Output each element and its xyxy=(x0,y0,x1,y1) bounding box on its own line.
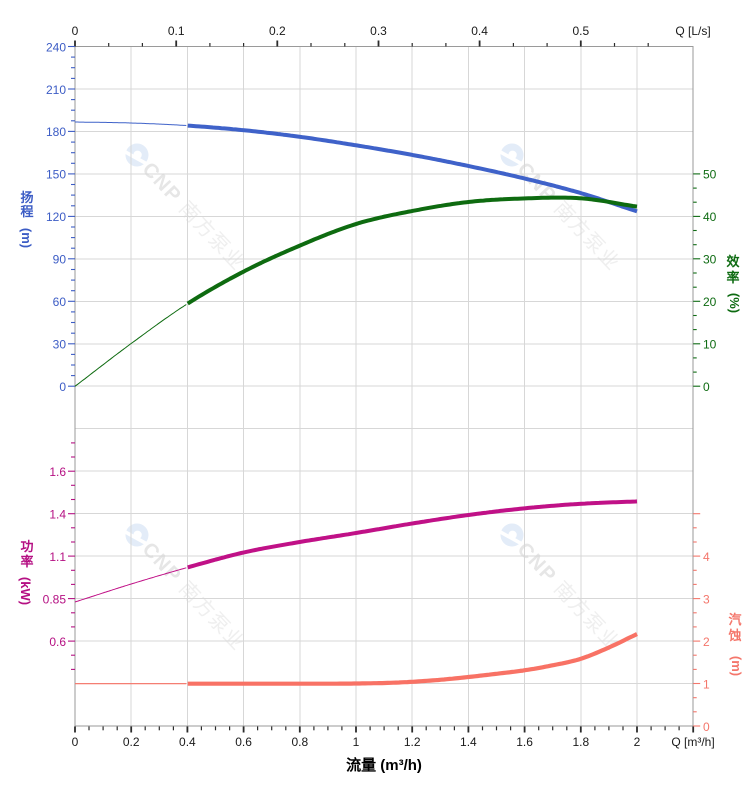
svg-text:流量 (m³/h): 流量 (m³/h) xyxy=(346,756,422,774)
svg-text:(%): (%) xyxy=(727,293,742,313)
svg-text:150: 150 xyxy=(46,168,66,182)
svg-text:程: 程 xyxy=(20,204,33,219)
svg-text:0: 0 xyxy=(59,380,66,394)
svg-text:4: 4 xyxy=(703,550,710,564)
svg-text:0.4: 0.4 xyxy=(179,735,196,749)
svg-text:(kW): (kW) xyxy=(18,577,33,605)
svg-text:0.85: 0.85 xyxy=(43,592,67,606)
svg-text:(m): (m) xyxy=(729,656,744,676)
svg-text:率: 率 xyxy=(20,554,33,569)
svg-text:0: 0 xyxy=(703,380,710,394)
svg-text:Q [m³/h]: Q [m³/h] xyxy=(671,735,714,749)
svg-text:0.2: 0.2 xyxy=(123,735,140,749)
svg-text:汽: 汽 xyxy=(728,612,741,627)
svg-text:90: 90 xyxy=(53,253,67,267)
svg-text:功: 功 xyxy=(20,539,33,554)
svg-text:0.6: 0.6 xyxy=(49,635,66,649)
svg-text:1.6: 1.6 xyxy=(516,735,533,749)
svg-text:1.6: 1.6 xyxy=(49,465,66,479)
svg-text:10: 10 xyxy=(703,338,717,352)
svg-text:0.4: 0.4 xyxy=(471,24,488,38)
svg-text:1.2: 1.2 xyxy=(404,735,421,749)
svg-text:0.1: 0.1 xyxy=(168,24,185,38)
svg-text:40: 40 xyxy=(703,210,717,224)
svg-text:0.6: 0.6 xyxy=(235,735,252,749)
svg-text:率: 率 xyxy=(726,270,739,285)
svg-text:3: 3 xyxy=(703,592,710,606)
svg-text:30: 30 xyxy=(703,253,717,267)
svg-text:0.8: 0.8 xyxy=(291,735,308,749)
svg-text:1.4: 1.4 xyxy=(460,735,477,749)
svg-text:50: 50 xyxy=(703,168,717,182)
svg-text:0: 0 xyxy=(72,24,79,38)
svg-text:120: 120 xyxy=(46,210,66,224)
svg-text:1.4: 1.4 xyxy=(49,508,66,522)
svg-text:30: 30 xyxy=(53,338,67,352)
svg-text:0: 0 xyxy=(72,735,79,749)
svg-text:0.3: 0.3 xyxy=(370,24,387,38)
svg-text:0.5: 0.5 xyxy=(572,24,589,38)
svg-text:180: 180 xyxy=(46,125,66,139)
svg-text:210: 210 xyxy=(46,83,66,97)
svg-text:240: 240 xyxy=(46,40,66,54)
svg-text:20: 20 xyxy=(703,295,717,309)
svg-text:1.1: 1.1 xyxy=(49,550,66,564)
svg-text:Q [L/s]: Q [L/s] xyxy=(675,24,710,38)
svg-text:扬: 扬 xyxy=(20,190,33,205)
svg-text:蚀: 蚀 xyxy=(727,628,741,643)
svg-text:1: 1 xyxy=(703,677,710,691)
svg-text:1.8: 1.8 xyxy=(572,735,589,749)
svg-text:0: 0 xyxy=(703,720,710,734)
svg-text:60: 60 xyxy=(53,295,67,309)
svg-text:2: 2 xyxy=(634,735,641,749)
svg-text:效: 效 xyxy=(726,254,740,269)
svg-text:2: 2 xyxy=(703,635,710,649)
svg-text:(m): (m) xyxy=(19,228,34,248)
svg-text:0.2: 0.2 xyxy=(269,24,286,38)
svg-text:1: 1 xyxy=(353,735,360,749)
